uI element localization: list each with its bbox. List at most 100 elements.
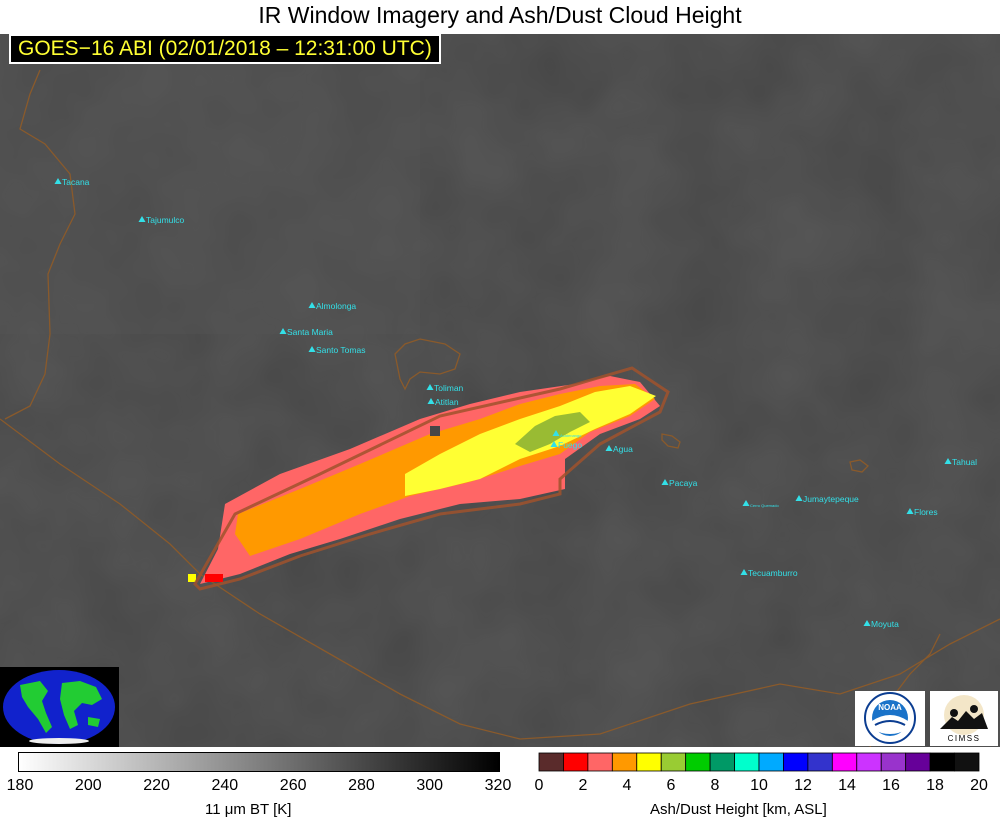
volcano-label: Almolonga (316, 301, 356, 311)
ash-color-segment (831, 752, 858, 772)
volcano-marker-icon (742, 500, 750, 506)
volcano-label: Tecuamburro (748, 568, 798, 578)
svg-text:CIMSS: CIMSS (948, 734, 981, 743)
colorbar-tick-label: 240 (211, 777, 239, 794)
colorbar-tick-label: 10 (750, 777, 768, 794)
colorbar-tick-label: 0 (534, 777, 544, 794)
volcano-marker-icon (740, 569, 748, 575)
volcano-agua: Agua (605, 444, 633, 454)
ash-color-segment (954, 752, 980, 772)
volcano-tajumulco: Tajumulco (138, 215, 185, 225)
subtitle-box: GOES−16 ABI (02/01/2018 – 12:31:00 UTC) (9, 34, 441, 64)
colorbar-tick-label: 18 (926, 777, 944, 794)
ash-color-segment (929, 752, 955, 772)
colorbar-tick-label: 320 (484, 777, 512, 794)
volcano-moyuta: Moyuta (863, 619, 899, 629)
ash-color-segment (587, 752, 613, 772)
volcano-label: Fuego (558, 440, 582, 450)
ash-color-segment (685, 752, 711, 772)
volcano-marker-icon (605, 445, 613, 451)
volcano-label: Moyuta (871, 619, 899, 629)
volcano-marker-icon (795, 495, 803, 501)
ash-plume (188, 376, 660, 584)
volcano-fuego: Fuego (550, 440, 582, 450)
plume-height-6-7 (515, 412, 590, 452)
volcano-tahual: Tahual (944, 457, 977, 467)
volcano-label: Agua (613, 444, 633, 454)
volcano-label: Atitlan (435, 397, 459, 407)
volcano-marker-icon (426, 384, 434, 390)
volcano-marker-icon (863, 620, 871, 626)
colorbar-tick-label: 14 (838, 777, 856, 794)
volcano-label: Tahual (952, 457, 977, 467)
volcano-marker-icon (552, 430, 560, 436)
volcano-marker-icon (944, 458, 952, 464)
ash-color-segment (611, 752, 638, 772)
volcano-label: Cerro Quemado (750, 503, 779, 508)
ash-color-segment (709, 752, 735, 772)
volcano-label: Toliman (434, 383, 464, 393)
volcano-cerro-quemado: Cerro Quemado (742, 500, 779, 508)
boundary-lines (0, 69, 1000, 747)
colorbar-tick-label: 6 (666, 777, 676, 794)
volcano-acatenango: Acatenango (552, 430, 582, 438)
noaa-logo: NOAA (855, 691, 925, 746)
volcano-almolonga: Almolonga (308, 301, 356, 311)
volcano-marker-icon (308, 346, 316, 352)
colorbar-tick-label: 300 (416, 777, 444, 794)
ash-color-segment (538, 752, 564, 772)
ash-colorbar-label: Ash/Dust Height [km, ASL] (650, 801, 827, 818)
colorbar-tick-label: 8 (710, 777, 720, 794)
colorbar-tick-label: 20 (970, 777, 988, 794)
globe-inset (0, 667, 119, 747)
cimss-logo: CIMSS (930, 691, 998, 746)
volcano-tecuamburro: Tecuamburro (740, 568, 798, 578)
bt-colorbar (18, 752, 500, 772)
volcano-label: Tajumulco (146, 215, 185, 225)
volcano-label: Flores (914, 507, 938, 517)
volcano-pacaya: Pacaya (661, 478, 698, 488)
ash-color-segment (636, 752, 662, 772)
globe-icon (3, 670, 115, 744)
volcano-markers: Tacana Tajumulco Almolonga Santa Maria Santo… (54, 177, 977, 629)
ash-color-segment (734, 752, 760, 772)
ash-color-segment (856, 752, 882, 772)
ash-color-segment (783, 752, 809, 772)
volcano-santo-tomas: Santo Tomas (308, 345, 365, 355)
volcano-label: Tacana (62, 177, 90, 187)
map-area: Tacana Tajumulco Almolonga Santa Maria Santo… (0, 34, 1000, 747)
volcano-jumaytepeque: Jumaytepeque (795, 494, 859, 504)
colorbar-tick-label: 260 (279, 777, 307, 794)
colorbar-tick-label: 280 (348, 777, 375, 794)
volcano-marker-icon (138, 216, 146, 222)
plume-outline (193, 366, 670, 591)
volcano-santa-maria: Santa Maria (279, 327, 333, 337)
colorbar-tick-label: 180 (6, 777, 34, 794)
colorbar-tick-label: 4 (622, 777, 632, 794)
ash-color-segment (880, 752, 907, 772)
svg-text:NOAA: NOAA (878, 703, 902, 712)
volcano-marker-icon (550, 441, 558, 447)
volcano-marker-icon (308, 302, 316, 308)
ash-colorbar (538, 752, 980, 772)
volcano-flores: Flores (906, 507, 938, 517)
ash-color-segment (905, 752, 931, 772)
volcano-toliman: Toliman (426, 383, 464, 393)
volcano-marker-icon (279, 328, 287, 334)
volcano-label: Jumaytepeque (803, 494, 859, 504)
volcano-atitlan: Atitlan (427, 397, 459, 407)
chart-title: IR Window Imagery and Ash/Dust Cloud Hei… (258, 2, 742, 28)
volcano-label: Pacaya (669, 478, 698, 488)
ash-color-segment (807, 752, 833, 772)
colorbar-tick-label: 16 (882, 777, 900, 794)
colorbar-tick-label: 12 (794, 777, 812, 794)
bt-colorbar-label: 11 μm BT [K] (205, 801, 292, 818)
volcano-marker-icon (906, 508, 914, 514)
ash-color-segment (758, 752, 784, 772)
volcano-marker-icon (54, 178, 62, 184)
volcano-marker-icon (661, 479, 669, 485)
ash-color-segment (563, 752, 589, 772)
ash-color-segment (660, 752, 687, 772)
volcano-label: Santa Maria (287, 327, 333, 337)
volcano-label: Santo Tomas (316, 345, 365, 355)
